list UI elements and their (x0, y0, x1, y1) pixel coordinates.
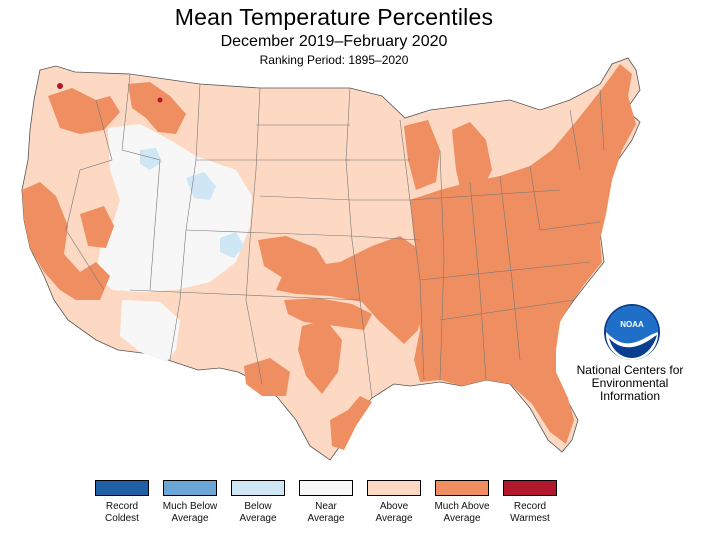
region-much-above-average-texas-coast (330, 396, 372, 450)
region-much-above-average-wisconsin (404, 120, 440, 190)
legend-label: Record Coldest (105, 501, 139, 524)
legend-item-much-above-average: Much Above Average (432, 480, 492, 525)
state-borders (65, 73, 605, 399)
legend-label: Above Average (375, 501, 413, 524)
legend-swatch (95, 480, 149, 496)
region-much-above-average-california (22, 182, 110, 300)
legend-swatch (163, 480, 217, 496)
region-near-average-southwest (120, 300, 180, 362)
noaa-logo-text: NOAA (620, 320, 644, 329)
legend-item-record-coldest: Record Coldest (92, 480, 152, 525)
legend-label: Near Average (307, 501, 345, 524)
legend-swatch (299, 480, 353, 496)
legend-swatch (435, 480, 489, 496)
legend-item-record-warmest: Record Warmest (500, 480, 560, 525)
us-temperature-map (21, 57, 641, 461)
legend-label: Much Above Average (434, 501, 490, 524)
legend-label: Record Warmest (510, 501, 550, 524)
region-much-above-average-oklahoma (284, 298, 372, 330)
noaa-logo: NOAA (604, 304, 660, 360)
region-much-above-average-east (410, 64, 636, 444)
region-below-average-idaho (140, 148, 162, 170)
region-below-average-colorado (220, 232, 244, 258)
legend: Record Coldest Much Below Average Below … (92, 480, 557, 540)
region-much-above-average-nevada (80, 206, 114, 248)
legend-swatch (367, 480, 421, 496)
legend-item-above-average: Above Average (364, 480, 424, 525)
region-much-above-average-michigan (452, 122, 492, 196)
region-much-above-average-plains (276, 236, 424, 344)
map-title: Mean Temperature Percentiles (174, 4, 494, 30)
region-much-above-average-montana (128, 82, 186, 134)
record-warmest-spot-montana (157, 97, 163, 103)
region-much-above-average-texas-west (244, 358, 290, 396)
record-warmest-spot-washington (57, 83, 63, 89)
legend-swatch (503, 480, 557, 496)
legend-label: Much Below Average (162, 501, 218, 524)
ranking-period: Ranking Period: 1895–2020 (259, 53, 409, 67)
legend-swatch (231, 480, 285, 496)
region-near-average-rockies (96, 124, 252, 292)
region-much-above-average-texas-east (298, 320, 342, 394)
legend-label: Below Average (239, 501, 277, 524)
legend-item-near-average: Near Average (296, 480, 356, 525)
legend-item-below-average: Below Average (228, 480, 288, 525)
legend-item-much-below-average: Much Below Average (160, 480, 220, 525)
region-much-above-average-kansas (258, 236, 330, 284)
organization-name: National Centers for Environmental Infor… (576, 363, 684, 403)
map-subtitle: December 2019–February 2020 (220, 33, 448, 50)
